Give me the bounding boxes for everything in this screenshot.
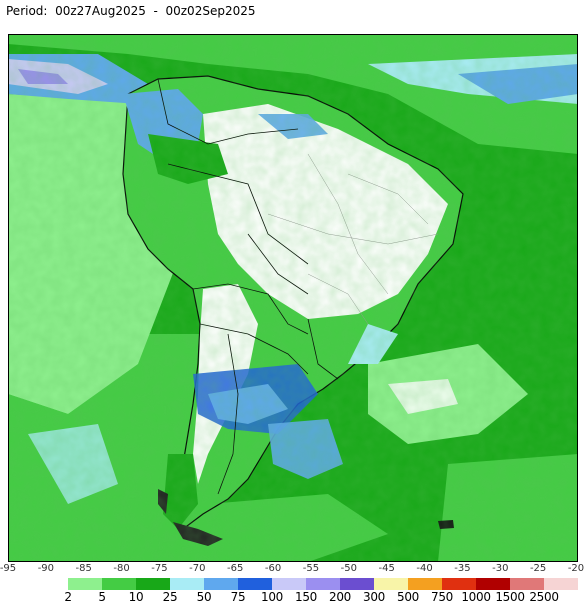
longitude-tick-label: -20 [567, 563, 585, 574]
legend-swatch [272, 578, 306, 590]
legend-swatch [408, 578, 442, 590]
longitude-tick-label: -50 [340, 563, 357, 574]
longitude-tick-label: -95 [0, 563, 17, 574]
map-border [8, 34, 578, 562]
legend-colorbar [68, 578, 578, 590]
legend-label: 150 [294, 590, 318, 604]
longitude-tick-label: -30 [492, 563, 509, 574]
longitude-axis: -95 -90 -85 -80 -75 -70 -65 -60 -55 -50 -45 -40 -35 -… [0, 563, 588, 577]
period-title: Period: 00z27Aug2025 - 00z02Sep2025 [6, 4, 256, 18]
longitude-tick-label: -90 [37, 563, 55, 574]
legend-labels: 2 5 10 25 50 75 100 150 200 300 500 750 1000 1500 2500 [0, 590, 588, 606]
legend-label: 750 [430, 590, 454, 604]
map-canvas [8, 34, 578, 562]
longitude-tick-label: -60 [264, 563, 282, 574]
longitude-tick-label: -85 [75, 563, 92, 574]
legend-swatch [374, 578, 408, 590]
precip-texture [8, 34, 578, 562]
legend-swatch [340, 578, 374, 590]
legend-label: 500 [396, 590, 420, 604]
legend-swatch [136, 578, 170, 590]
legend-swatch [238, 578, 272, 590]
legend-label: 2 [64, 590, 72, 604]
longitude-tick-label: -35 [454, 563, 471, 574]
precipitation-map [8, 34, 578, 562]
longitude-tick-label: -70 [189, 563, 206, 574]
legend-label: 100 [260, 590, 284, 604]
legend-label: 300 [362, 590, 386, 604]
legend-swatch [544, 578, 578, 590]
legend-label: 1000 [461, 590, 491, 604]
legend-swatch [306, 578, 340, 590]
longitude-tick-label: -55 [302, 563, 320, 574]
longitude-tick-label: -75 [151, 563, 168, 574]
legend-swatch [102, 578, 136, 590]
legend-swatch [68, 578, 102, 590]
legend-label: 1500 [495, 590, 525, 604]
legend-label: 50 [196, 590, 212, 604]
longitude-tick-label: -65 [227, 563, 244, 574]
legend-swatch [170, 578, 204, 590]
longitude-tick-label: -40 [416, 563, 433, 574]
legend-swatch [476, 578, 510, 590]
legend-swatch [510, 578, 544, 590]
legend-swatch [204, 578, 238, 590]
legend-label: 25 [162, 590, 178, 604]
legend-label: 200 [328, 590, 352, 604]
legend-label: 75 [230, 590, 246, 604]
longitude-tick-label: -45 [378, 563, 395, 574]
legend-label: 10 [128, 590, 144, 604]
longitude-tick-label: -80 [113, 563, 130, 574]
legend-swatch [442, 578, 476, 590]
longitude-tick-label: -25 [529, 563, 547, 574]
legend-label: 5 [98, 590, 106, 604]
legend-label: 2500 [529, 590, 559, 604]
